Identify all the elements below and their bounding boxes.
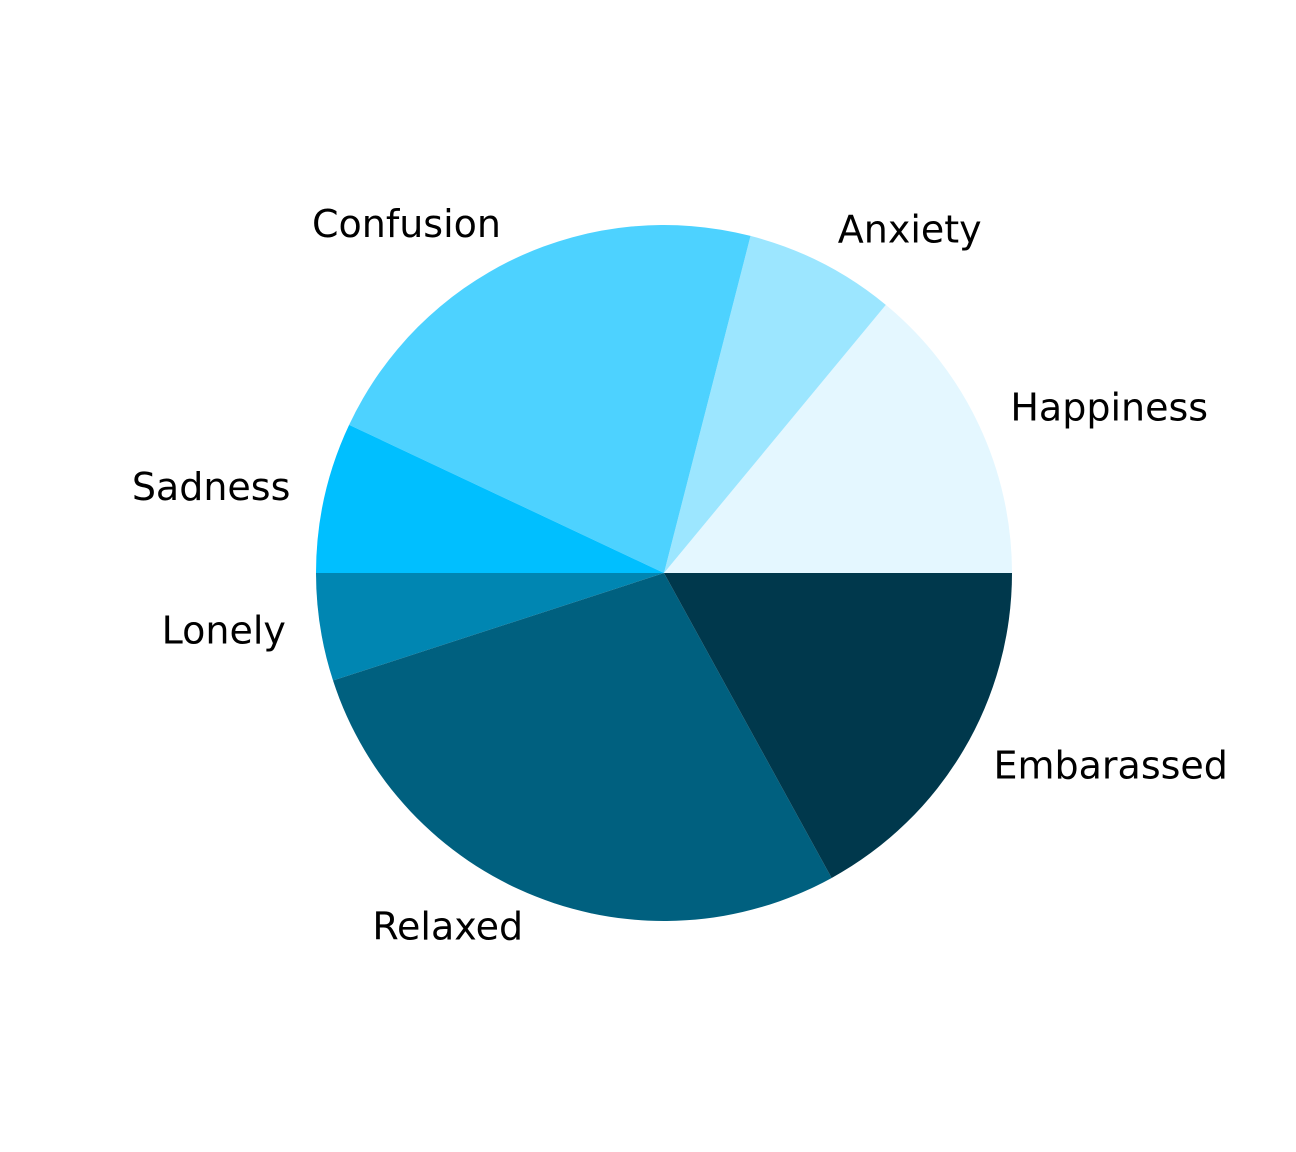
pie-slice-relaxed [333, 573, 832, 921]
pie-label-sadness: Sadness [132, 465, 291, 509]
pie-label-relaxed: Relaxed [372, 904, 523, 948]
pie-slice-anxiety [664, 235, 886, 573]
pie-slice-happiness [664, 304, 1012, 573]
pie-slice-sadness [316, 424, 664, 573]
pie-label-embarassed: Embarassed [993, 743, 1227, 787]
pie-slice-lonely [316, 573, 664, 681]
pie-label-lonely: Lonely [162, 608, 286, 652]
pie-label-confusion: Confusion [312, 202, 501, 246]
pie-label-happiness: Happiness [1010, 386, 1208, 430]
pie-slice-embarassed [664, 573, 1012, 878]
pie-labels: Happiness Anxiety Confusion Sadness Lonely Re… [132, 202, 1228, 948]
pie-slice-confusion [349, 224, 751, 574]
pie-slices [316, 224, 1012, 921]
pie-label-anxiety: Anxiety [838, 207, 982, 251]
